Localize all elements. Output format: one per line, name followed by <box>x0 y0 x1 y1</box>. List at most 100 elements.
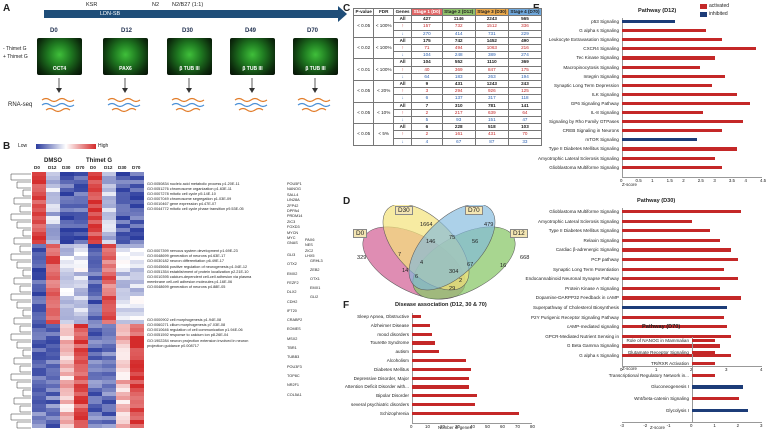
heatmap-cell <box>88 196 102 201</box>
heatmap-cell <box>32 228 46 233</box>
heatmap-cell <box>46 312 60 317</box>
table-row: < 0.01 < 100% All 104 552 1110 369 <box>352 58 543 82</box>
dendrogram-branch <box>13 197 31 205</box>
dendrogram-branch <box>22 389 31 397</box>
heatmap-cell <box>60 312 74 317</box>
heatmap-cell <box>130 296 144 301</box>
table-cell: 7 <box>411 101 443 110</box>
table-cell: All <box>393 36 413 46</box>
heatmap-column-label: D70 <box>132 165 141 170</box>
heatmap-cell <box>130 400 144 405</box>
bar-category-label: Depressive Disorder, Major <box>353 375 409 381</box>
bar <box>622 74 725 78</box>
heatmap-cell <box>32 416 46 421</box>
go-term: GO:0048699 generation of neurons p4.63E-… <box>147 254 226 258</box>
heatmap-cell <box>46 408 60 413</box>
heatmap-cell <box>116 332 130 337</box>
heatmap-cell <box>60 352 74 357</box>
heatmap-cell <box>88 400 102 405</box>
legend-activated-swatch <box>700 4 707 9</box>
heatmap-cell <box>88 200 102 205</box>
heatmap-cell <box>46 356 60 361</box>
heatmap-cell <box>88 208 102 213</box>
bar <box>412 385 469 389</box>
heatmap-cell <box>102 256 116 261</box>
x-tick-label: 30 <box>455 423 460 429</box>
table-row: ↓ 270 414 731 229 <box>354 29 543 38</box>
heatmap-cell <box>130 196 144 201</box>
x-tick-label: 3 <box>725 366 728 372</box>
heatmap-cell <box>102 324 116 329</box>
venn-count: 56 <box>472 239 479 245</box>
heatmap-cell <box>102 212 116 217</box>
heatmap-cell <box>130 292 144 297</box>
heatmap-cell <box>130 376 144 381</box>
heatmap-cell <box>60 388 74 393</box>
gene-label: OTX1 <box>310 277 320 281</box>
gene-label: COL5A1 <box>287 392 302 397</box>
heatmap-cell <box>116 220 130 225</box>
heatmap-cell <box>130 284 144 289</box>
venn-label-d70: D70 <box>465 206 483 215</box>
heatmap-cell <box>46 320 60 325</box>
table-cell: 33 <box>507 137 543 146</box>
bar-category-label: Attention Deficit Disorder with... <box>344 384 409 390</box>
bar-category-label: Amyotrophic Lateral Sclerosis Signaling <box>538 155 619 161</box>
heatmap-cell <box>130 424 144 429</box>
heatmap-cell <box>32 280 46 285</box>
table-cell: 175 <box>411 36 443 46</box>
heatmap-cell <box>88 336 102 341</box>
bar-category-label: GPCR-Mediated Nutrient Sensing in <box>545 333 619 339</box>
heatmap-cell <box>130 408 144 413</box>
heatmap-cell <box>60 328 74 333</box>
heatmap-cell <box>32 264 46 269</box>
heatmap-cell <box>88 396 102 401</box>
heatmap-cell <box>88 360 102 365</box>
table-row: ↑ 40 369 847 175 <box>354 65 543 74</box>
dendrogram-branch <box>16 181 31 189</box>
go-term: GO:0048699 generation of neurons p4.88E-… <box>147 285 226 289</box>
x-tick-label: 1 <box>713 423 716 429</box>
heatmap-cell <box>74 220 88 225</box>
heatmap-cell <box>60 424 74 429</box>
heatmap-cell <box>116 344 130 349</box>
dendrogram-branch <box>13 397 31 405</box>
heatmap-cell <box>74 188 88 193</box>
header-fdr: FDR <box>373 7 395 17</box>
heatmap-cell <box>116 324 130 329</box>
heatmap-cell <box>32 404 46 409</box>
heatmap-cell <box>102 368 116 373</box>
timepoint-d0: D0 <box>50 28 58 34</box>
bar <box>622 334 731 338</box>
heatmap-cell <box>116 188 130 193</box>
heatmap-cell <box>74 244 88 249</box>
table-row: ↑ 2 161 431 70 <box>354 130 543 139</box>
table-cell: 175 <box>507 65 543 74</box>
heatmap-cell <box>116 192 130 197</box>
heatmap-cell <box>60 284 74 289</box>
group-dmso: DMSO <box>44 158 62 164</box>
pvalue-cell: < 0.05 <box>352 101 375 125</box>
heatmap-cell <box>74 312 88 317</box>
heatmap-cell <box>102 344 116 349</box>
heatmap-cell <box>102 220 116 225</box>
heatmap-cell <box>46 216 60 221</box>
heatmap-cell <box>130 216 144 221</box>
heatmap-cell <box>46 208 60 213</box>
gene-label: ZEB2 <box>310 268 320 272</box>
bar-category-label: Schizophrenia <box>379 410 409 416</box>
heatmap-cell <box>116 400 130 405</box>
x-tick-label: 20 <box>440 423 445 429</box>
heatmap-cell <box>46 196 60 201</box>
gene-label: PAX6 <box>305 238 315 242</box>
heatmap-cell <box>102 356 116 361</box>
gene-label: ZIC3 <box>287 219 296 224</box>
heatmap-cell <box>102 380 116 385</box>
table-cell: 1110 <box>474 58 509 67</box>
heatmap-cell <box>102 192 116 197</box>
heatmap-cell <box>102 196 116 201</box>
heatmap-cell <box>130 220 144 225</box>
bar-category-label: Leukocyte Extravasation Signaling <box>548 37 619 43</box>
heatmap-cell <box>116 396 130 401</box>
bar-category-label: P2Y Purigenic Receptor Signaling Pathway <box>530 314 619 320</box>
